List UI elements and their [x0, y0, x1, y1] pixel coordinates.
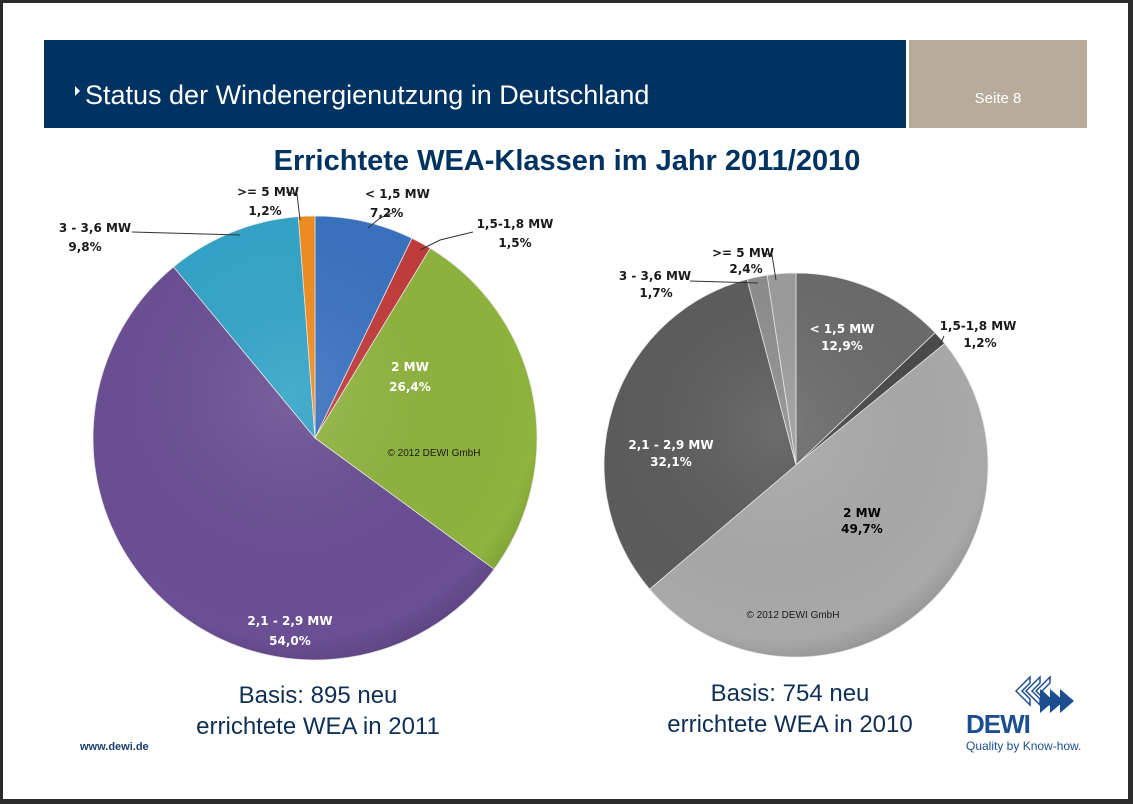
- header-title: Status der Windenergienutzung in Deutsch…: [85, 80, 650, 110]
- page-number: Seite 8: [974, 90, 1022, 107]
- leader-line-1-5-1-8-mw: [939, 335, 945, 346]
- slice-label-1-5-mw: < 1,5 MW: [365, 187, 430, 201]
- copyright-watermark: © 2012 DEWI GmbH: [747, 610, 840, 621]
- pie-chart-2011: < 1,5 MW 7,2% 1,5-1,8 MW 1,5% 2 MW 26,4% 2,1 -…: [59, 185, 554, 661]
- slice-value-2-1-2-9-mw: 32,1%: [650, 455, 692, 469]
- leader-line-1-5-mw: [367, 211, 396, 229]
- slice-value-1-5-mw: 7,2%: [370, 206, 403, 220]
- main-title: Errichtete WEA-Klassen im Jahr 2011/2010: [273, 145, 861, 177]
- leader-line-3-3-6-mw: [131, 231, 241, 236]
- logo-wordmark: DEWI: [966, 709, 1031, 739]
- caption-2011-line2: errichtete WEA in 2011: [196, 713, 440, 740]
- slice-label-3-3-6-mw: 3 - 3,6 MW: [59, 221, 131, 235]
- slice-label-5-mw: >= 5 MW: [237, 185, 299, 199]
- bullet-triangle-icon: [75, 86, 80, 96]
- dewi-logo: DEWI Quality by Know-how.: [958, 673, 1088, 763]
- slice-label-2-mw: 2 MW: [843, 506, 881, 520]
- pie-shading: [93, 216, 537, 660]
- slice-value-3-3-6-mw: 1,7%: [639, 286, 672, 300]
- leader-line-1-5-1-8-mw: [419, 231, 474, 251]
- slice-value-1-5-mw: 12,9%: [821, 339, 863, 353]
- slice-label-3-3-6-mw: 3 - 3,6 MW: [619, 269, 691, 283]
- copyright-watermark: © 2012 DEWI GmbH: [388, 448, 481, 459]
- slice-value-1-5-1-8-mw: 1,5%: [498, 236, 531, 250]
- slice-label-2-1-2-9-mw: 2,1 - 2,9 MW: [628, 438, 713, 452]
- caption-2010-line1: Basis: 754 neu: [710, 680, 870, 707]
- logo-arrows-icon: [1014, 675, 1074, 713]
- slice-label-1-5-1-8-mw: 1,5-1,8 MW: [477, 217, 554, 231]
- slice-label-5-mw: >= 5 MW: [712, 246, 774, 260]
- header-bar: Status der Windenergienutzung in Deutsch…: [44, 40, 906, 128]
- slice-value-1-5-1-8-mw: 1,2%: [963, 336, 996, 350]
- leader-line-5-mw: [285, 191, 301, 221]
- leader-line-5-mw: [761, 252, 777, 281]
- slice-label-2-1-2-9-mw: 2,1 - 2,9 MW: [247, 614, 332, 628]
- slice-value-2-mw: 49,7%: [841, 522, 883, 536]
- pie-chart-2010: < 1,5 MW 12,9% 1,5-1,8 MW 1,2% 2 MW 49,7% 2,1 …: [603, 246, 1017, 658]
- caption-2010-line2: errichtete WEA in 2010: [667, 711, 913, 738]
- slice-label-2-mw: 2 MW: [391, 360, 429, 374]
- caption-2010: Basis: 754 neu errichtete WEA in 2010: [645, 678, 935, 740]
- slice-value-5-mw: 2,4%: [729, 262, 762, 276]
- caption-2011: Basis: 895 neu errichtete WEA in 2011: [173, 680, 463, 742]
- caption-2011-line1: Basis: 895 neu: [238, 682, 398, 709]
- website-link[interactable]: www.dewi.de: [80, 741, 149, 753]
- slice-value-2-mw: 26,4%: [389, 380, 431, 394]
- slice-label-1-5-mw: < 1,5 MW: [810, 322, 875, 336]
- page-number-box: Seite 8: [909, 40, 1087, 128]
- slice-value-3-3-6-mw: 9,8%: [68, 240, 101, 254]
- slice-value-2-1-2-9-mw: 54,0%: [269, 634, 311, 648]
- slice-value-5-mw: 1,2%: [248, 204, 281, 218]
- slice-label-1-5-1-8-mw: 1,5-1,8 MW: [940, 319, 1017, 333]
- pie-shading: [604, 273, 988, 657]
- logo-tagline: Quality by Know-how.: [966, 739, 1082, 753]
- leader-line-3-3-6-mw: [689, 280, 759, 284]
